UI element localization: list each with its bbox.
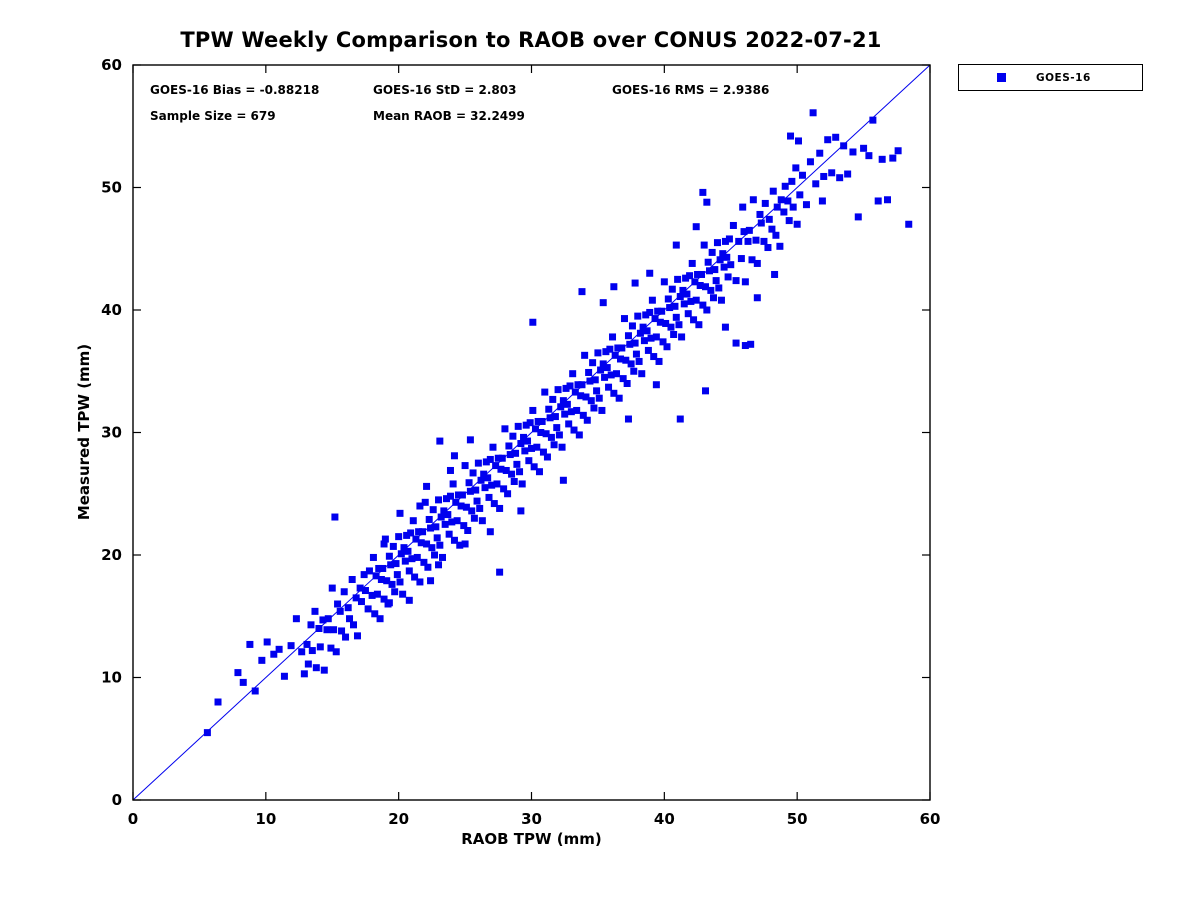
y-tick-label: 50 <box>101 179 122 197</box>
x-tick-label: 0 <box>128 810 138 828</box>
x-tick-label: 50 <box>787 810 808 828</box>
x-tick-label: 40 <box>654 810 675 828</box>
legend: GOES-16 <box>958 64 1143 91</box>
tick-labels: 0 10 20 30 40 50 60 0 10 20 30 40 50 60 <box>101 56 940 828</box>
legend-marker-square-icon <box>997 73 1006 82</box>
y-tick-label: 30 <box>101 424 122 442</box>
stat-sample-size: Sample Size = 679 <box>150 109 276 123</box>
x-tick-label: 10 <box>255 810 276 828</box>
scatter-points <box>203 109 913 737</box>
y-tick-label: 60 <box>101 56 122 74</box>
stat-mean-raob: Mean RAOB = 32.2499 <box>373 109 525 123</box>
tick-marks <box>132 64 931 801</box>
x-tick-label: 30 <box>521 810 542 828</box>
x-tick-label: 60 <box>920 810 941 828</box>
y-tick-label: 0 <box>112 791 122 809</box>
legend-label: GOES-16 <box>1036 71 1091 84</box>
x-axis-label: RAOB TPW (mm) <box>461 830 602 848</box>
y-axis-label: Measured TPW (mm) <box>75 343 93 521</box>
y-tick-label: 20 <box>101 546 122 564</box>
stat-rms: GOES-16 RMS = 2.9386 <box>612 83 770 97</box>
stat-bias: GOES-16 Bias = -0.88218 <box>150 83 320 97</box>
chart-title: TPW Weekly Comparison to RAOB over CONUS… <box>180 28 882 52</box>
x-tick-label: 20 <box>388 810 409 828</box>
identity-line <box>132 64 931 801</box>
y-tick-label: 40 <box>101 301 122 319</box>
stat-std: GOES-16 StD = 2.803 <box>373 83 517 97</box>
y-tick-label: 10 <box>101 669 122 687</box>
